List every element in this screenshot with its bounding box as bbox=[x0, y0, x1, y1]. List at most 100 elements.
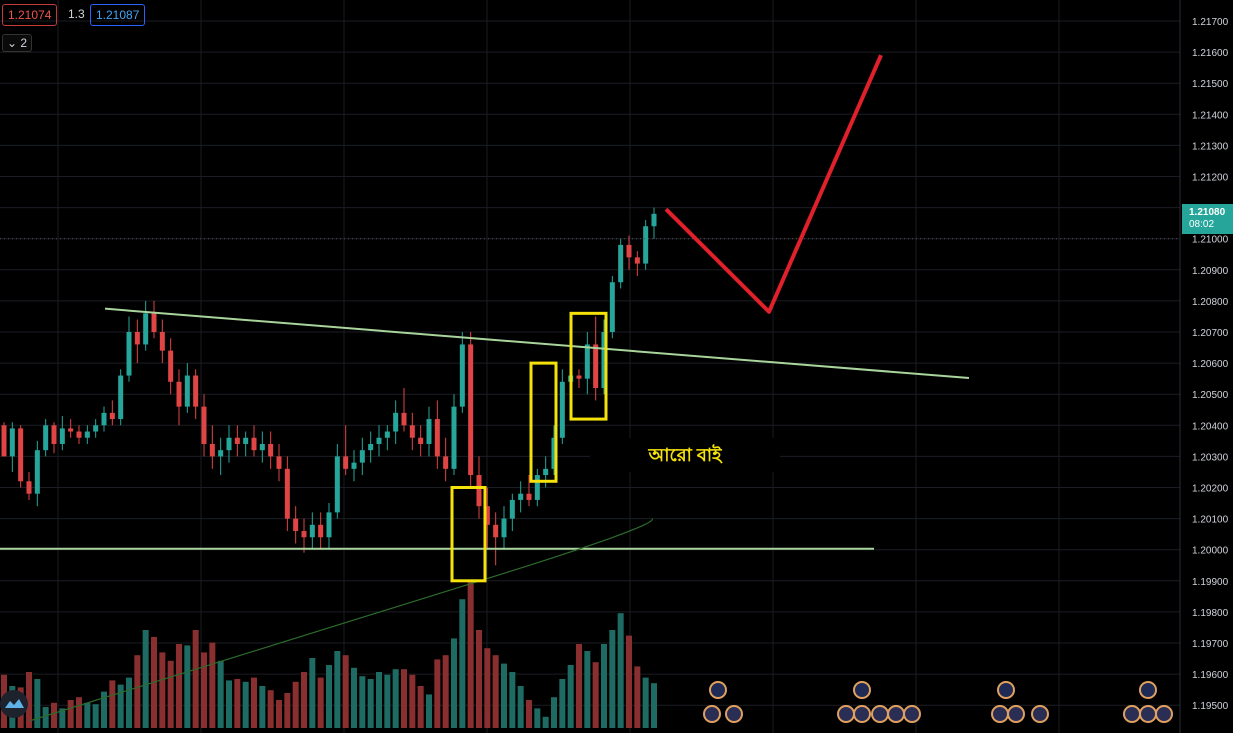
price-tick-label: 1.19700 bbox=[1192, 639, 1229, 650]
candle-body bbox=[126, 332, 132, 376]
indicator-collapse-toggle[interactable]: ⌄ 2 bbox=[2, 34, 33, 52]
volume-bar bbox=[434, 659, 441, 728]
volume-bar bbox=[101, 691, 107, 728]
highlight-box bbox=[569, 311, 608, 421]
moving-average-line bbox=[29, 518, 653, 722]
volume-bar bbox=[26, 672, 32, 728]
candle-body bbox=[84, 431, 90, 438]
sell-price-button[interactable]: 1.21074 bbox=[2, 4, 58, 26]
volume-bar bbox=[92, 704, 99, 728]
event-marker-icon bbox=[1155, 705, 1173, 723]
price-tick-label: 1.19800 bbox=[1192, 608, 1229, 619]
candle-body bbox=[384, 431, 390, 438]
tradingview-logo[interactable] bbox=[0, 690, 28, 718]
candle-body bbox=[609, 282, 615, 332]
candle-body bbox=[393, 412, 399, 432]
candle-body bbox=[618, 244, 624, 283]
volume-bar bbox=[492, 655, 499, 728]
price-tick-label: 1.20000 bbox=[1192, 546, 1229, 557]
current-price-value: 1.21080 bbox=[1189, 207, 1226, 218]
volume-bar bbox=[592, 662, 599, 728]
candle-body bbox=[34, 450, 40, 494]
volume-bar bbox=[42, 707, 49, 728]
price-axis[interactable]: 1.21700 1.21600 1.21500 1.21400 1.21300 1.212… bbox=[1192, 17, 1229, 712]
event-marker-icon bbox=[1123, 705, 1141, 723]
volume-bar bbox=[342, 655, 349, 728]
candle-body bbox=[559, 381, 565, 438]
price-tick-label: 1.19500 bbox=[1192, 701, 1229, 712]
volume-bar bbox=[584, 651, 591, 728]
price-tick-label: 1.20400 bbox=[1192, 421, 1229, 432]
candle-body bbox=[368, 443, 374, 451]
volume-bar bbox=[51, 702, 57, 728]
price-tick-label: 1.20700 bbox=[1192, 328, 1229, 339]
candle-body bbox=[234, 437, 240, 444]
price-tick-label: 1.19900 bbox=[1192, 577, 1229, 588]
volume-bar bbox=[417, 686, 424, 728]
volume-bar bbox=[59, 708, 66, 728]
price-tick-label: 1.21300 bbox=[1192, 141, 1229, 152]
volume-bar bbox=[401, 669, 407, 728]
event-marker-icon bbox=[837, 705, 855, 723]
buy-price-button[interactable]: 1.21087 bbox=[90, 4, 146, 26]
volume-bar bbox=[184, 645, 191, 728]
price-tick-label: 1.21200 bbox=[1192, 173, 1229, 184]
price-tick-label: 1.20200 bbox=[1192, 484, 1229, 495]
volume-bar bbox=[642, 677, 649, 728]
volume-bar bbox=[467, 581, 474, 728]
candle-body bbox=[284, 468, 290, 519]
event-marker-icon bbox=[871, 705, 889, 723]
volume-bar bbox=[317, 677, 324, 728]
volume-bar bbox=[201, 652, 207, 728]
economic-event-markers[interactable] bbox=[703, 681, 1173, 723]
candle-body bbox=[484, 506, 490, 525]
event-marker-icon bbox=[709, 681, 727, 699]
event-marker-icon bbox=[725, 705, 743, 723]
projection-path bbox=[664, 54, 883, 314]
highlight-box bbox=[529, 361, 558, 483]
candle-body bbox=[343, 456, 349, 469]
chevron-down-icon: ⌄ bbox=[7, 36, 21, 50]
volume-bar bbox=[192, 630, 199, 728]
candle-body bbox=[626, 244, 632, 258]
grid bbox=[0, 0, 1181, 733]
volume-bar bbox=[209, 642, 216, 728]
candle-body bbox=[534, 475, 540, 500]
price-tick-label: 1.21400 bbox=[1192, 110, 1229, 121]
event-marker-icon bbox=[997, 681, 1015, 699]
volume-bar bbox=[259, 686, 266, 728]
candle-body bbox=[426, 419, 432, 444]
candle-body bbox=[601, 332, 607, 388]
candle-body bbox=[501, 518, 507, 538]
candle-body bbox=[184, 375, 190, 407]
price-tick-label: 1.20900 bbox=[1192, 266, 1229, 277]
event-marker-icon bbox=[903, 705, 921, 723]
volume-bar bbox=[451, 638, 457, 728]
candle-body bbox=[301, 531, 307, 538]
candle-body bbox=[259, 443, 265, 451]
volume-bar bbox=[359, 676, 366, 728]
candle-body bbox=[509, 499, 515, 519]
candle-body bbox=[543, 468, 549, 476]
candle-body bbox=[359, 450, 365, 463]
volume-bar bbox=[217, 660, 224, 728]
candle-body bbox=[268, 443, 274, 457]
price-tick-label: 1.20300 bbox=[1192, 452, 1229, 463]
candle-body bbox=[443, 456, 449, 469]
candle-body bbox=[634, 257, 640, 264]
volume-bar bbox=[234, 679, 241, 728]
volume-bar bbox=[559, 679, 566, 728]
volume-bar bbox=[534, 708, 541, 728]
candle-body bbox=[651, 213, 657, 227]
event-marker-icon bbox=[1139, 681, 1157, 699]
candle-body bbox=[9, 428, 15, 457]
volume-bar bbox=[459, 599, 466, 728]
volume-bar bbox=[576, 644, 582, 728]
volume-bar bbox=[67, 700, 74, 728]
volume-bar bbox=[142, 630, 149, 728]
annotation-text[interactable]: আরো বাই bbox=[590, 438, 780, 472]
candle-body bbox=[209, 443, 215, 457]
volume-bar bbox=[626, 635, 632, 728]
candle-body bbox=[576, 375, 582, 379]
